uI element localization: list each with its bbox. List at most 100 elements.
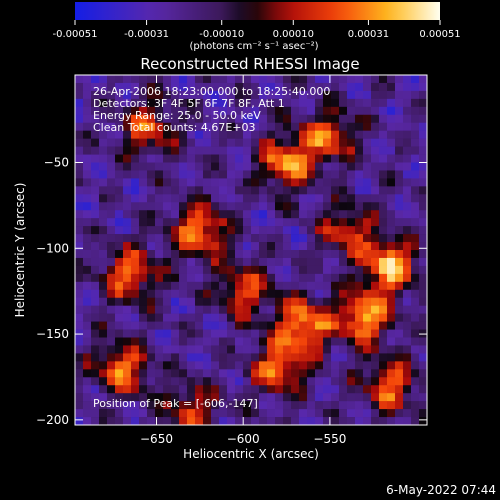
heatmap-cell [323, 90, 332, 100]
heatmap-cell [171, 242, 180, 251]
heatmap-cell [307, 202, 316, 211]
heatmap-cell [179, 409, 188, 418]
heatmap-cell [171, 114, 180, 124]
heatmap-cell [339, 313, 348, 322]
heatmap-cell [171, 297, 180, 306]
heatmap-cell [227, 281, 236, 291]
heatmap-cell [251, 297, 260, 306]
heatmap-cell [411, 369, 420, 378]
heatmap-cell [347, 401, 356, 410]
heatmap-cell [195, 162, 204, 171]
heatmap-cell [379, 321, 388, 330]
heatmap-cell [323, 226, 332, 235]
heatmap-cell [243, 265, 252, 275]
heatmap-cell [299, 98, 308, 108]
heatmap-cell [163, 329, 172, 338]
heatmap-cell [275, 377, 284, 386]
heatmap-cell [371, 265, 380, 275]
heatmap-cell [339, 401, 348, 410]
heatmap-cell [307, 297, 316, 306]
heatmap-cell [331, 178, 340, 187]
heatmap-cell [387, 321, 396, 330]
heatmap-cell [299, 273, 308, 283]
heatmap-cell [195, 202, 204, 211]
heatmap-cell [243, 234, 252, 243]
heatmap-cell [123, 369, 132, 378]
heatmap-cell [187, 250, 196, 259]
heatmap-cell [211, 257, 220, 267]
heatmap-cell [219, 218, 228, 227]
heatmap-cell [371, 297, 380, 306]
heatmap-cell [371, 106, 380, 116]
heatmap-cell [219, 393, 228, 402]
heatmap-cell [259, 75, 268, 84]
heatmap-cell [267, 226, 276, 235]
heatmap-cell [419, 130, 428, 139]
heatmap-cell [299, 345, 308, 354]
heatmap-cell [291, 289, 300, 299]
heatmap-cell [403, 194, 412, 203]
heatmap-cell [347, 273, 356, 283]
heatmap-cell [155, 337, 164, 346]
heatmap-cell [243, 226, 252, 235]
heatmap-cell [139, 265, 148, 275]
heatmap-cell [75, 337, 84, 346]
heatmap-cell [83, 265, 92, 275]
heatmap-cell [395, 226, 404, 235]
heatmap-cell [99, 250, 108, 259]
heatmap-cell [411, 210, 420, 219]
heatmap-cell [107, 234, 116, 243]
heatmap-cell [331, 226, 340, 235]
heatmap-cell [131, 409, 140, 418]
heatmap-cell [331, 273, 340, 283]
heatmap-cell [195, 313, 204, 322]
heatmap-cell [347, 250, 356, 259]
annotation-peak: Position of Peak = [-606,-147] [93, 397, 258, 410]
heatmap-cell [331, 106, 340, 116]
heatmap-cell [315, 82, 324, 92]
heatmap-cell [219, 289, 228, 299]
heatmap-cell [347, 257, 356, 267]
heatmap-cell [227, 82, 236, 92]
heatmap-cell [195, 361, 204, 370]
heatmap-cell [403, 337, 412, 346]
heatmap-cell [339, 242, 348, 251]
heatmap-cell [227, 313, 236, 322]
heatmap-cell [211, 385, 220, 394]
heatmap-cell [195, 297, 204, 306]
heatmap-cell [91, 210, 100, 219]
heatmap-cell [83, 194, 92, 203]
heatmap-cell [267, 417, 276, 426]
heatmap-cell [171, 146, 180, 155]
heatmap-cell [147, 210, 156, 219]
heatmap-cell [379, 409, 388, 418]
heatmap-cell [155, 401, 164, 410]
heatmap-cell [75, 297, 84, 306]
heatmap-cell [99, 138, 108, 147]
heatmap-cell [259, 250, 268, 259]
heatmap-cell [235, 90, 244, 100]
heatmap-cell [203, 305, 212, 314]
heatmap-cell [419, 353, 428, 362]
heatmap-cell [371, 194, 380, 203]
heatmap-cell [291, 162, 300, 171]
heatmap-cell [275, 393, 284, 402]
heatmap-cell [371, 305, 380, 314]
heatmap-cell [203, 154, 212, 163]
heatmap-cell [259, 393, 268, 402]
heatmap-cell [235, 361, 244, 370]
heatmap-cell [83, 313, 92, 322]
heatmap-cell [195, 234, 204, 243]
heatmap-cell [283, 170, 292, 179]
heatmap-cell [91, 170, 100, 179]
heatmap-cell [83, 273, 92, 283]
heatmap-cell [155, 154, 164, 163]
heatmap-cell [163, 265, 172, 275]
heatmap-cell [307, 250, 316, 259]
heatmap-cell [179, 361, 188, 370]
heatmap-cell [259, 313, 268, 322]
heatmap-cell [275, 281, 284, 291]
heatmap-cell [387, 305, 396, 314]
heatmap-cell [171, 250, 180, 259]
heatmap-cell [331, 297, 340, 306]
